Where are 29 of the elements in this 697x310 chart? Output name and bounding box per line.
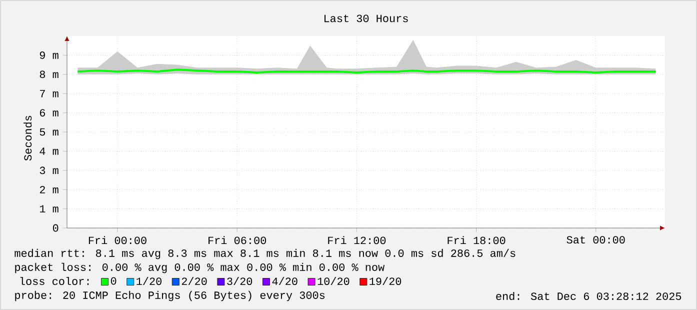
text: probe: 20 ICMP Echo Pings (56 Bytes) every 300s <box>15 290 325 302</box>
y-axis-title: Seconds <box>24 116 32 161</box>
text: end: Sat Dec 6 03:28:12 2025 <box>496 292 682 300</box>
legend-label: 4/20 <box>272 276 298 286</box>
text: packet loss: 0.00 % avg 0.00 % max 0.00 % min 0.00 % now <box>15 262 384 274</box>
legend-label: 10/20 <box>318 276 350 286</box>
y-tick-label: 5 m <box>40 128 58 136</box>
x-tick-label: Fri 18:00 <box>448 236 506 244</box>
y-tick-label: 4 m <box>40 148 58 155</box>
y-tick-label: 8 m <box>40 70 58 78</box>
y-tick-label: 1 m <box>40 205 58 212</box>
y-tick-label: 2 m <box>40 186 58 194</box>
x-tick-label: Fri 06:00 <box>208 236 266 244</box>
legend-label: 3/20 <box>227 276 252 286</box>
legend-label: 1/20 <box>136 276 162 286</box>
chart-title: Last 30 Hours <box>324 14 408 22</box>
x-tick-label: Fri 12:00 <box>328 236 386 244</box>
y-tick-label: 9 m <box>40 51 58 59</box>
text: median rtt: 8.1 ms avg 8.3 ms max 8.1 ms min 8.1 ms now 0.0 ms sd 286.5 am/s <box>14 248 516 260</box>
y-tick-label: 0 <box>52 224 58 232</box>
legend-title: loss color: <box>20 276 89 286</box>
y-tick-label: 6 m <box>40 109 58 117</box>
legend-label: 19/20 <box>370 276 402 286</box>
legend-label: 2/20 <box>182 276 207 286</box>
x-tick-label: Fri 00:00 <box>88 236 146 244</box>
y-tick-label: 3 m <box>40 166 58 174</box>
y-tick-label: 7 m <box>40 90 58 98</box>
legend-label: 0 <box>110 277 116 285</box>
x-tick-label: Sat 00:00 <box>566 236 625 244</box>
